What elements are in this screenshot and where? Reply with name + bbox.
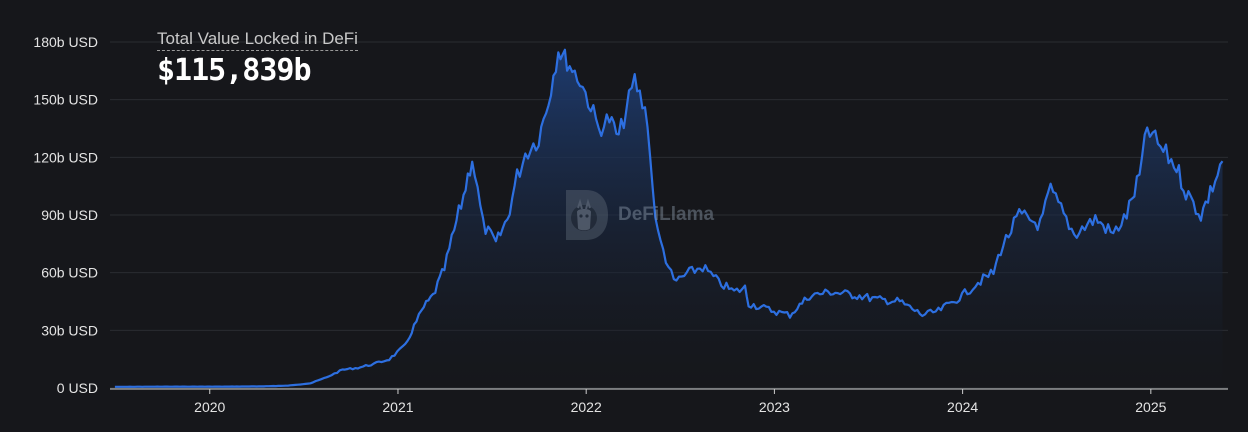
x-tick-label: 2020 xyxy=(194,399,225,415)
x-tick-label: 2024 xyxy=(947,399,978,415)
x-tick-label: 2025 xyxy=(1135,399,1166,415)
chart-header: Total Value Locked in DeFi $115,839b xyxy=(157,28,358,88)
y-tick-label: 90b USD xyxy=(41,207,98,223)
x-tick-label: 2023 xyxy=(759,399,790,415)
x-tick-label: 2022 xyxy=(571,399,602,415)
y-tick-label: 180b USD xyxy=(33,34,98,50)
y-tick-label: 30b USD xyxy=(41,322,98,338)
chart-subtitle[interactable]: Total Value Locked in DeFi xyxy=(157,28,358,51)
total-value: $115,839b xyxy=(157,53,312,88)
y-tick-label: 0 USD xyxy=(57,380,98,396)
axes: 0 USD 30b USD 60b USD 90b USD 120b USD 150b U… xyxy=(33,34,1228,415)
series-line xyxy=(114,48,1224,388)
x-tick-label: 2021 xyxy=(382,399,413,415)
llama-logo-icon xyxy=(566,190,608,240)
y-tick-label: 150b USD xyxy=(33,92,98,108)
watermark-text: DeFiLlama xyxy=(618,204,715,225)
y-tick-label: 120b USD xyxy=(33,149,98,165)
series-line-path[interactable] xyxy=(114,48,1224,388)
watermark: DeFiLlama xyxy=(562,188,714,242)
y-tick-label: 60b USD xyxy=(41,265,98,281)
